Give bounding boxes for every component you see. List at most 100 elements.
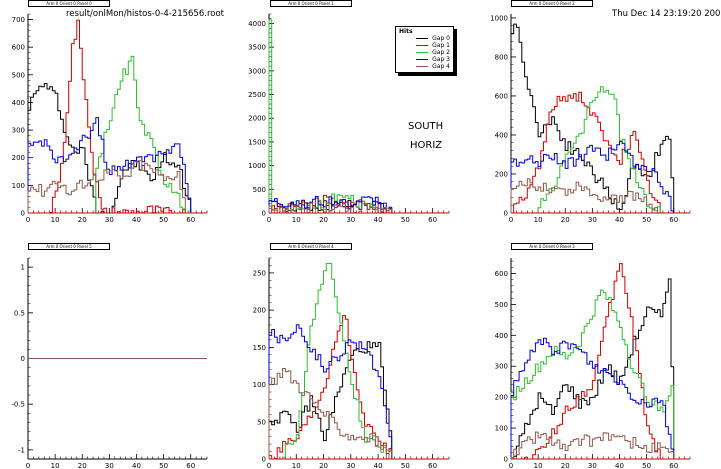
y-tick-label: 1000 [490,14,508,22]
legend-swatch-gap-4 [416,66,429,67]
y-tick-label: 500 [253,186,266,194]
legend-swatch-gap-0 [416,38,429,39]
series-gap-3 [510,337,675,459]
x-tick-label: 10 [51,462,60,469]
y-tick-label: 0.5 [14,309,25,317]
y-tick-label: 2500 [248,91,266,99]
y-tick-label: 200 [253,307,266,315]
plot-panel-3: 0 10 20 30 40 50 60 -1 -0.5 0 0.5 1 [11,257,208,469]
x-tick-label: 10 [534,462,543,469]
y-tick-label: 1000 [248,162,266,170]
y-tick-label: 250 [253,269,266,277]
x-tick-label: 10 [292,216,301,224]
x-tick-label: 0 [509,216,513,224]
x-tick-label: 60 [669,462,678,469]
y-tick-label: 300 [495,363,508,371]
y-tick-label: 150 [253,344,266,352]
x-tick-label: 50 [401,462,410,469]
x-tick-label: 50 [642,216,651,224]
series-gap-2 [268,19,393,214]
legend-swatch-gap-1 [416,45,429,46]
y-tick-label: 1 [21,264,25,272]
y-tick-label: 400 [12,99,25,107]
y-tick-label: 700 [12,16,25,24]
hits-legend: Hits Gap 0 Gap 1 Gap 2 Gap 3 Gap 4 [395,26,454,73]
legend-title: Hits [399,28,413,35]
series-gap-3 [268,196,393,214]
pad-title-panel-2: Arm 0 Orient 0 Panel 2 [511,0,593,7]
pad-title-panel-4: Arm 0 Orient 0 Panel 4 [270,243,352,250]
y-tick-label: 0 [21,355,25,363]
x-tick-label: 60 [428,462,437,469]
series-gap-2 [537,86,661,213]
x-tick-label: 40 [132,216,141,224]
series-gap-3 [510,141,675,213]
y-tick-label: -0.5 [11,401,25,409]
x-tick-label: 10 [292,462,301,469]
legend-label-gap-3: Gap 3 [432,56,450,63]
x-tick-label: 20 [561,216,570,224]
x-tick-label: 60 [186,462,195,469]
legend-swatch-gap-2 [416,52,429,53]
series-gap-1 [524,263,661,460]
y-tick-label: 200 [495,394,508,402]
x-tick-label: 20 [319,216,328,224]
x-tick-label: 0 [267,462,271,469]
x-tick-label: 60 [186,216,195,224]
series-gap-4 [268,368,393,460]
y-tick-label: 0 [21,210,25,218]
y-tick-label: 300 [12,127,25,135]
series-gap-2 [510,289,675,459]
x-tick-label: 40 [132,462,141,469]
plot-panel-1: 0 10 20 30 40 50 60 0 500 1000 1500 2000 2500 3000 350… [248,13,450,224]
pad-title-panel-3: Arm 0 Orient 0 Panel 3 [511,243,593,250]
series-gap-2 [95,55,192,214]
legend-label-gap-2: Gap 2 [432,49,450,56]
x-tick-label: 40 [374,462,383,469]
series-gap-4 [27,160,186,213]
x-tick-label: 30 [588,216,597,224]
x-tick-label: 50 [401,216,410,224]
series-gap-1 [268,315,393,460]
y-tick-label: 0 [504,456,508,464]
x-tick-label: 10 [534,216,543,224]
pad-title-panel-1: Arm 0 Orient 0 Panel 1 [270,0,352,7]
x-tick-label: 0 [509,462,513,469]
x-tick-label: 20 [78,216,87,224]
x-tick-label: 50 [642,462,651,469]
root-filename: result/onlMon/histos-0-4-215656.root [66,9,224,19]
series-gap-2 [282,262,393,459]
x-tick-label: 0 [26,462,30,469]
x-tick-label: 20 [561,462,570,469]
x-tick-label: 0 [26,216,30,224]
x-tick-label: 50 [159,216,168,224]
y-tick-label: 3000 [248,67,266,75]
legend-entry-gap-0: Gap 0 [399,35,450,42]
series-gap-4 [510,431,675,459]
x-tick-label: 30 [105,462,114,469]
x-tick-label: 40 [374,216,383,224]
annotation-south: SOUTH [408,121,444,132]
series-gap-4 [510,178,661,214]
y-tick-label: 0 [262,210,266,218]
x-tick-label: 30 [346,462,355,469]
y-tick-label: 100 [12,182,25,190]
y-tick-label: 1500 [248,138,266,146]
legend-entry-gap-4: Gap 4 [399,63,450,70]
series-gap-3 [268,324,393,459]
series-gap-0 [27,83,192,214]
y-tick-label: 500 [495,301,508,309]
x-tick-label: 20 [78,462,87,469]
y-tick-label: 600 [12,44,25,52]
y-tick-label: 800 [495,53,508,61]
x-tick-label: 10 [51,216,60,224]
y-tick-label: 100 [253,381,266,389]
y-tick-label: 500 [12,71,25,79]
x-tick-label: 20 [319,462,328,469]
y-tick-label: 600 [495,270,508,278]
y-tick-label: 100 [495,425,508,433]
